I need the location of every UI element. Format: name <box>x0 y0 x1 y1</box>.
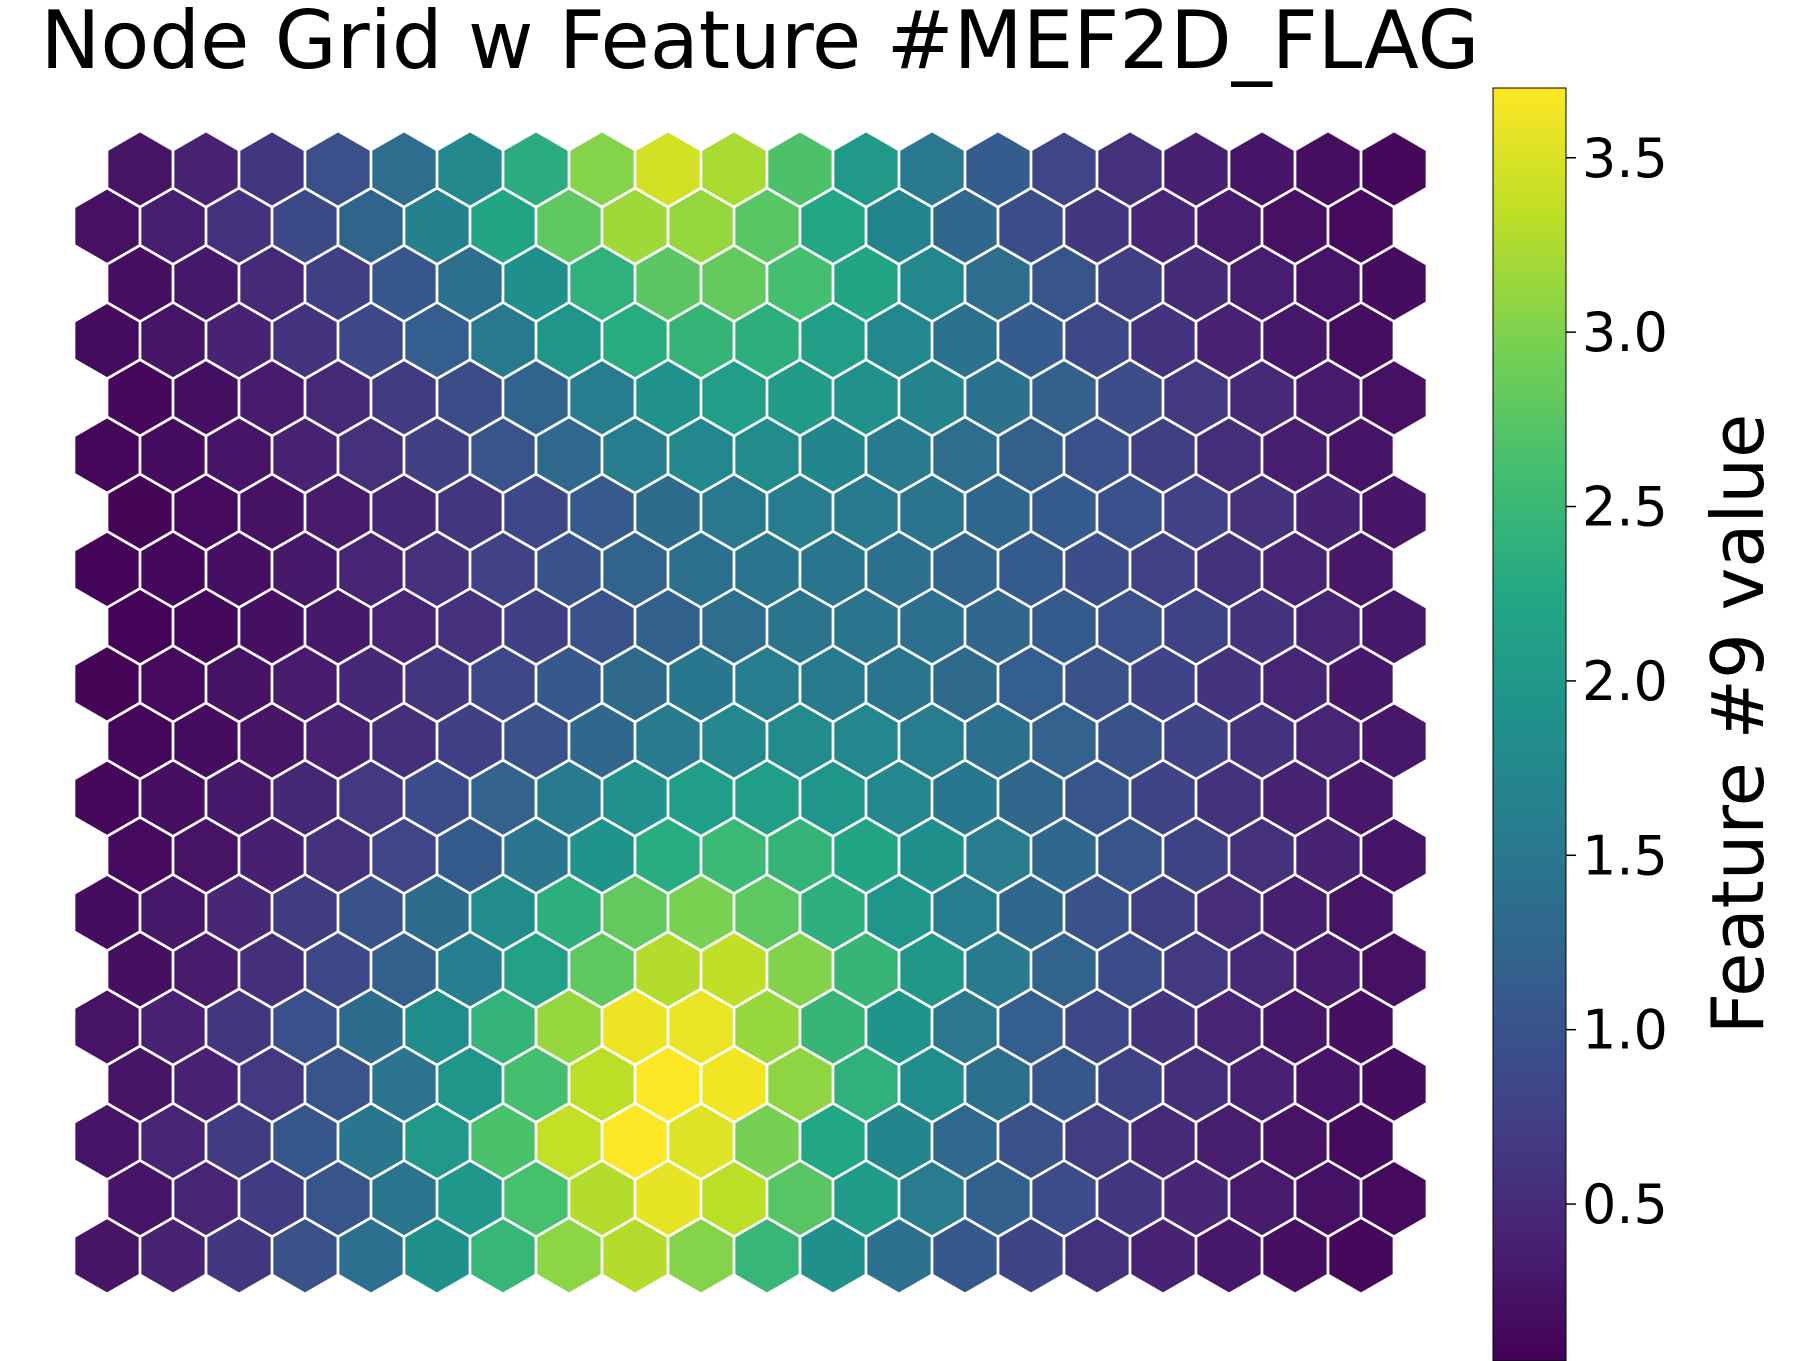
hex-cell <box>1326 1216 1396 1296</box>
hex-grid <box>72 129 1429 1296</box>
colorbar-tick-label: 3.5 <box>1582 127 1668 190</box>
colorbar-tick-label: 1.5 <box>1582 824 1668 887</box>
colorbar-gradient <box>1492 87 1567 1361</box>
colorbar: 0.5 1.0 1.5 2.0 2.5 3.0 3.5 <box>1492 87 1668 1361</box>
colorbar-tick-label: 2.5 <box>1582 476 1668 539</box>
colorbar-tick-label: 0.5 <box>1582 1173 1668 1236</box>
colorbar-tick-label: 2.0 <box>1582 650 1668 713</box>
colorbar-tick-label: 3.0 <box>1582 301 1668 364</box>
chart-title: Node Grid w Feature #MEF2D_FLAG <box>41 0 1480 87</box>
colorbar-ticks: 0.5 1.0 1.5 2.0 2.5 3.0 3.5 <box>1566 127 1668 1236</box>
colorbar-label: Feature #9 value <box>1696 414 1780 1035</box>
colorbar-tick-label: 1.0 <box>1582 999 1668 1062</box>
